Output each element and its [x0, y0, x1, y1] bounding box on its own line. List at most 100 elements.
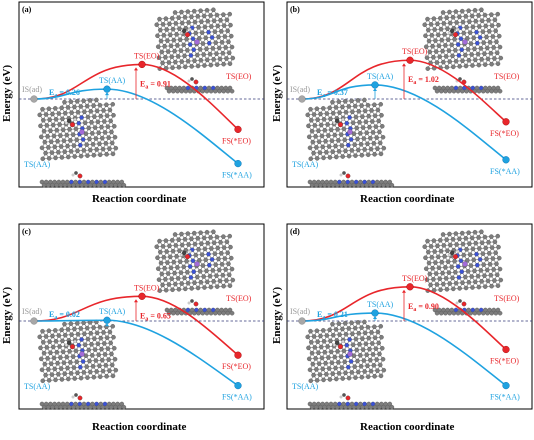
panel-1-ts-eo-atom [460, 58, 465, 63]
panel-1-ea-eo-subscript: a [413, 80, 416, 86]
panel-2-ts-eo-atom [189, 286, 194, 291]
panel-2-frame [18, 223, 265, 410]
panel-2-ts-eo-atom [158, 260, 164, 266]
panel-1-ts-eo-atom [484, 34, 489, 40]
panel-2-ts-aa-atom [48, 361, 54, 366]
panel-2-ts-eo-atom [177, 248, 182, 253]
panel-2-ts-eo-carbon-atom [190, 299, 194, 303]
panel-2-ts-eo-atom [188, 275, 194, 280]
panel-2-ts-eo-atom [175, 265, 180, 270]
panel-1-ts-eo-atom [435, 32, 441, 38]
panel-3-ts-aa-atom [317, 372, 323, 377]
panel-0-ts-eo-hydrogen-atom [187, 79, 191, 83]
panel-2-ea-aa-symbol: E [49, 310, 54, 319]
panel-0-ts-aa-atom [82, 109, 87, 115]
panel-3-ts-aa-atom [315, 339, 320, 344]
panel-0-ts-aa-atom [53, 117, 59, 122]
panel-3-ts-aa-atom [373, 346, 379, 351]
panel-1-ts-eo-atom [423, 33, 428, 38]
panel-1-ea-eo-value: = 1.02 [416, 75, 439, 84]
panel-1-ts-aa-atom [319, 133, 325, 139]
panel-1-ts-eo-atom [457, 64, 462, 69]
panel-3-ts-eo-oxygen-atom [452, 254, 459, 260]
panel-0-ts-eo-atom [185, 47, 190, 53]
panel-2-ts-aa-atom [99, 346, 104, 352]
panel-0-ts-aa-atom [105, 124, 111, 129]
panel-1-ts-eo-metal-atom [462, 39, 468, 45]
panel-3-ts-eo-atom [437, 276, 443, 282]
panel-2-ts-aa-atom [49, 372, 55, 377]
panel-2-fs-aa-label: FS(*AA) [222, 393, 252, 402]
panel-3-ts-eo-atom [491, 267, 496, 272]
panel-3-ts-eo-atom [489, 283, 494, 289]
panel-3-ts-aa-side-structure [307, 393, 395, 410]
panel-3-ts-aa-atom [362, 369, 367, 374]
panel-2-ts-aa-atom [103, 363, 109, 368]
panel-1-ts-eo-point [406, 56, 414, 64]
panel-3-ts-aa-atom [326, 355, 331, 360]
panel-1-ts-aa-atom [306, 134, 312, 140]
panel-3-ts-eo-atom [479, 229, 484, 235]
panel-c-x-axis-label: Reaction coordinate [92, 421, 187, 433]
panel-2-ts-eo-atom [227, 233, 232, 239]
panel-3-ts-eo-atom [427, 271, 433, 277]
panel-3-ts-eo-atom [438, 287, 443, 293]
panel-0-ts-eo-atom [167, 21, 172, 27]
panel-1-ts-aa-structure [305, 97, 387, 162]
panel-1-ts-eo-atom [433, 38, 438, 43]
panel-2-ts-aa-atom [75, 370, 80, 376]
panel-2-ts-eo-atom [225, 250, 230, 256]
panel-2-ts-eo-atom [221, 283, 226, 289]
panel-3-ts-aa-atom [367, 346, 372, 352]
panel-2-ts-eo-atom [184, 258, 189, 264]
panel-1-ts-aa-atom [318, 122, 324, 128]
panel-1-ts-aa-atom [389, 182, 395, 188]
panel-2-ts-eo-atom [176, 237, 181, 242]
panel-2-ts-aa-atom [58, 366, 64, 371]
panel-2-ts-aa-atom [87, 358, 92, 364]
panel-3-ts-eo-oxygen-atom [461, 301, 467, 307]
panel-3-ea-eo-symbol: E [408, 302, 413, 311]
panel-1-ts-aa-atom [375, 146, 380, 151]
panel-0-ts-eo-atom [158, 38, 164, 44]
panel-2-ts-aa-atom [84, 364, 89, 369]
panel-3-ts-aa-atom [362, 330, 368, 336]
panel-3-fs-eo-label: FS(*EO) [490, 357, 519, 366]
panel-3-ts-aa-atom [360, 336, 365, 341]
panel-1-ts-eo-atom [440, 48, 445, 54]
panel-3-ts-aa-atom [310, 361, 316, 367]
panel-0-fs-aa-label: FS(*AA) [222, 171, 252, 180]
panel-3-ts-eo-atom [450, 237, 456, 242]
panel-3-structure-ts-eo-caption: TS(EO) [494, 294, 520, 303]
panel-3-ts-eo-atom [487, 262, 493, 267]
panel-3-ts-eo-atom [424, 277, 430, 282]
panel-3-ts-aa-atom [333, 365, 338, 371]
panel-1-ts-aa-atom [326, 144, 332, 149]
panel-0-ts-aa-atom [104, 113, 110, 118]
panel-3-ts-eo-atom [431, 238, 437, 243]
panel-0-ts-eo-atom [160, 22, 166, 27]
panel-1-ts-aa-hydrogen-atom [339, 173, 343, 177]
panel-3-ts-eo-atom [472, 229, 478, 235]
panel-0-ts-aa-atom [109, 140, 115, 146]
panel-1-ts-aa-atom [362, 97, 367, 103]
panel-2-ts-eo-atom [179, 281, 184, 286]
panel-0-ts-eo-atom [205, 18, 211, 24]
panel-2-ts-eo-hydrogen-atom [179, 253, 183, 257]
panel-3-ts-aa-atom [381, 367, 387, 373]
panel-2-ts-eo-atom [195, 236, 201, 241]
panel-2-ts-aa-atom [100, 368, 106, 374]
panel-0-ts-eo-oxygen-atom [184, 32, 191, 38]
panel-1-ts-eo-atom [497, 33, 502, 39]
panel-0-ts-aa-oxygen-atom [69, 122, 76, 128]
panel-0-ts-eo-atom [155, 44, 161, 49]
panel-1-ts-eo-atom [446, 48, 452, 53]
panel-3-ts-eo-atom [475, 273, 481, 279]
panel-0-ts-eo-atom [163, 54, 168, 60]
panel-1-ts-aa-atom [355, 136, 360, 142]
panel-0-ea-eo-value: = 0.91 [148, 79, 171, 88]
panel-0-ts-eo-atom [172, 48, 177, 54]
panel-2-ts-eo-atom [210, 268, 216, 273]
panel-0-ts-eo-atom [210, 46, 216, 51]
panel-3-ts-aa-atom [354, 347, 359, 353]
